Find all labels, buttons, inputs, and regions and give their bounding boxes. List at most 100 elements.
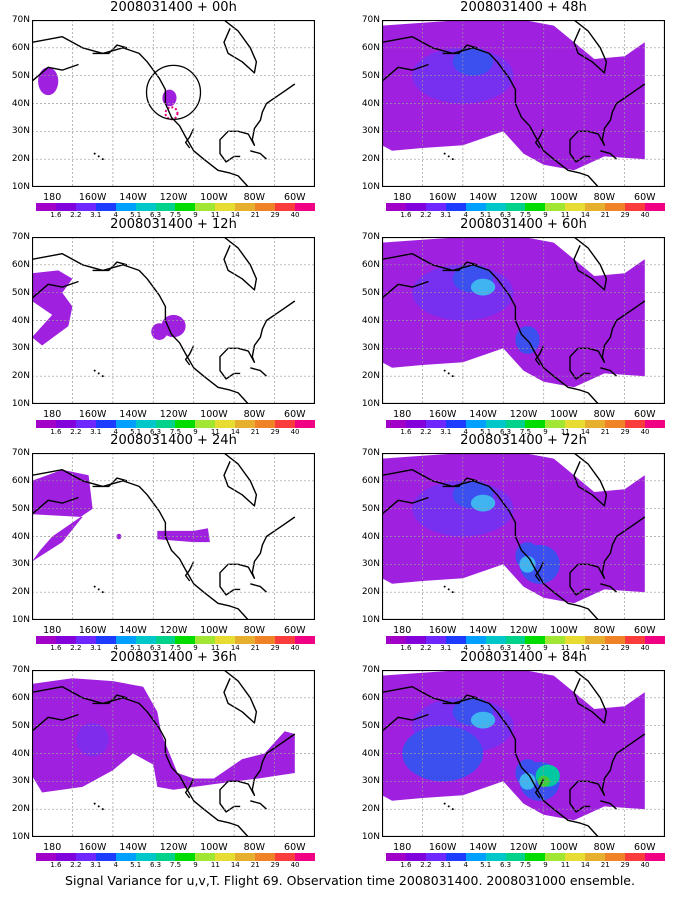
colorbar-label: 29 — [270, 861, 280, 869]
colorbar-swatch — [545, 853, 566, 861]
colorbar-swatch — [294, 203, 315, 211]
colorbar-label: 5.1 — [130, 644, 142, 652]
latitude-label: 40N — [361, 531, 380, 542]
island — [101, 591, 104, 594]
colorbar-swatch — [36, 420, 56, 428]
colorbar-label: 40 — [640, 211, 650, 219]
latitude-label: 70N — [11, 665, 30, 675]
island — [97, 155, 100, 158]
island — [447, 372, 450, 375]
latitude-label: 60N — [361, 42, 380, 53]
latitude-label: 70N — [361, 665, 380, 675]
colorbar-label: 11 — [210, 861, 220, 869]
colorbar-label: 5.1 — [130, 861, 142, 869]
longitude-label: 180 — [43, 409, 62, 420]
colorbar-swatch — [215, 636, 236, 644]
latitude-label: 50N — [361, 503, 380, 514]
coastline — [219, 300, 296, 380]
variance-shading — [151, 323, 168, 340]
colorbar-swatch — [175, 853, 196, 861]
map-canvas — [382, 237, 665, 404]
longitude-label: 180 — [43, 625, 62, 636]
map-canvas — [32, 237, 315, 404]
longitude-label: 180 — [43, 192, 62, 203]
variance-shading — [32, 469, 93, 562]
colorbar-swatch — [294, 636, 315, 644]
map-panel: 2008031400 + 72h 70N 60N 50N 40N 30N 20N 10N 180… — [350, 433, 695, 652]
latitude-label: 10N — [361, 399, 380, 409]
colorbar-label: 29 — [270, 211, 280, 219]
latitude-label: 20N — [361, 154, 380, 165]
colorbar-swatch — [585, 853, 606, 861]
island — [101, 158, 104, 161]
coastline — [32, 686, 249, 837]
coastline — [569, 733, 646, 813]
colorbar-label: 6.3 — [499, 211, 512, 219]
longitude-label: 120W — [159, 409, 188, 420]
latitude-label: 10N — [11, 399, 30, 409]
colorbar-label: 3.1 — [440, 644, 452, 652]
longitude-label: 140W — [119, 625, 147, 636]
colorbar-swatch — [135, 203, 156, 211]
colorbar-swatch — [485, 203, 506, 211]
colorbar-swatch — [255, 203, 276, 211]
colorbar-label: 21 — [600, 644, 610, 652]
colorbar-swatch — [445, 420, 466, 428]
colorbar-swatch — [175, 636, 196, 644]
variance-shading — [382, 237, 645, 388]
colorbar-label: 14 — [580, 861, 590, 869]
coastline — [569, 516, 646, 596]
colorbar-label: 6.3 — [149, 644, 162, 652]
colorbar-labels: 1.6 2.2 3.1 4 5.1 6.3 7.5 9 11 14 21 29 40 — [36, 644, 315, 653]
colorbar-label: 29 — [620, 428, 630, 436]
colorbar-swatch — [195, 853, 216, 861]
colorbar-swatch — [135, 636, 156, 644]
latitude-label: 20N — [11, 587, 30, 598]
variance-shading — [32, 270, 73, 346]
colorbar-label: 40 — [290, 211, 300, 219]
colorbar-labels: 1.6 2.2 3.1 4 5.1 6.3 7.5 9 11 14 21 29 40 — [36, 428, 315, 437]
colorbar-label: 2.2 — [70, 861, 82, 869]
colorbar-swatch — [425, 203, 446, 211]
colorbar-label: 1.6 — [50, 644, 62, 652]
colorbar-label: 7.5 — [169, 428, 182, 436]
colorbar-label: 6.3 — [499, 428, 512, 436]
longitude-label: 140W — [469, 842, 497, 853]
coastline — [250, 800, 267, 810]
coastline — [223, 237, 258, 291]
coastline — [184, 561, 195, 582]
colorbar-swatch — [565, 420, 586, 428]
colorbar-label: 21 — [250, 644, 260, 652]
island — [451, 591, 454, 594]
latitude-label: 10N — [361, 182, 380, 192]
colorbar-label: 4 — [113, 211, 118, 219]
latitude-label: 10N — [11, 615, 30, 625]
colorbar-label: 14 — [580, 211, 590, 219]
colorbar-label: 3.1 — [440, 861, 452, 869]
colorbar-label: 21 — [600, 211, 610, 219]
colorbar-label: 9 — [543, 861, 548, 869]
latitude-label: 20N — [361, 804, 380, 815]
longitude-label: 60W — [284, 409, 306, 420]
colorbar-swatch — [235, 420, 256, 428]
colorbar-label: 4 — [113, 428, 118, 436]
colorbar-swatch — [294, 420, 315, 428]
colorbar-label: 4 — [113, 644, 118, 652]
longitude-label: 140W — [469, 625, 497, 636]
variance-shading — [116, 533, 122, 540]
panel-title: 2008031400 + 00h — [110, 0, 237, 15]
colorbar-label: 14 — [580, 428, 590, 436]
colorbar-label: 29 — [620, 211, 630, 219]
coastline — [250, 583, 267, 593]
latitude-label: 50N — [361, 287, 380, 298]
coastline — [382, 686, 599, 837]
colorbar-swatch — [95, 636, 116, 644]
colorbar-swatch — [55, 853, 76, 861]
colorbar-swatch — [445, 636, 466, 644]
colorbar-swatch — [255, 420, 276, 428]
latitude-label: 20N — [11, 804, 30, 815]
panel-title: 2008031400 + 72h — [460, 433, 587, 448]
coastline — [573, 237, 608, 291]
longitude-label: 100W — [200, 625, 228, 636]
colorbar-label: 1.6 — [50, 211, 62, 219]
